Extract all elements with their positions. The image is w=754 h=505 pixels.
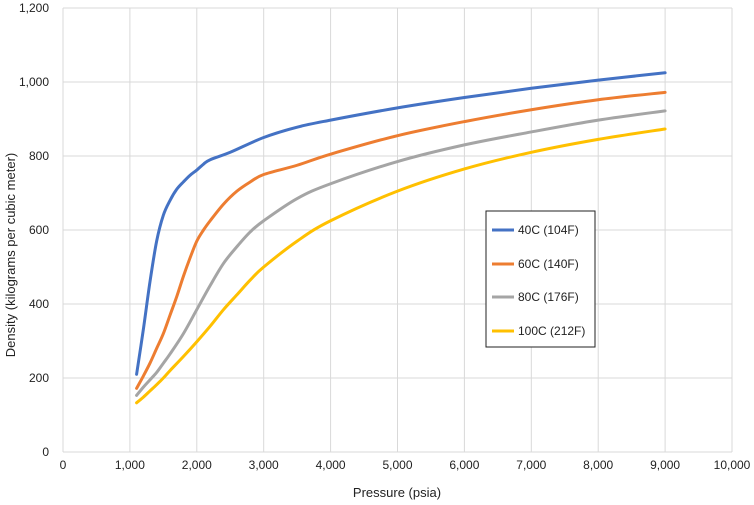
x-tick-label: 5,000 [382,458,412,472]
y-tick-label: 600 [29,223,49,237]
tick-labels: 0 1,000 2,000 3,000 4,000 5,000 6,000 7,000 8,00… [19,1,751,472]
series-lines [135,71,667,405]
series-line-40c [135,71,667,376]
series-line-100c [135,127,667,405]
x-tick-label: 6,000 [449,458,479,472]
y-tick-label: 800 [29,149,49,163]
y-axis-title: Density (kilograms per cubic meter) [3,153,18,357]
series-line-80c [135,109,667,397]
series-line-60c [135,90,667,390]
y-tick-label: 200 [29,371,49,385]
gridlines [62,7,733,453]
legend-label-40c: 40C (104F) [518,223,579,237]
x-tick-label: 9,000 [650,458,680,472]
x-axis-title: Pressure (psia) [353,485,441,500]
x-tick-label: 2,000 [182,458,212,472]
x-tick-label: 3,000 [249,458,279,472]
legend-label-100c: 100C (212F) [518,324,585,338]
y-tick-label: 1,200 [19,1,49,15]
legend-label-60c: 60C (140F) [518,257,579,271]
y-tick-label: 0 [42,445,49,459]
legend: 40C (104F) 60C (140F) 80C (176F) 100C (2… [485,210,596,348]
x-tick-label: 4,000 [316,458,346,472]
legend-label-80c: 80C (176F) [518,290,579,304]
legend-box [485,210,596,348]
x-tick-label: 1,000 [115,458,145,472]
y-tick-label: 1,000 [19,75,49,89]
y-tick-label: 400 [29,297,49,311]
x-tick-label: 8,000 [583,458,613,472]
x-tick-label: 7,000 [516,458,546,472]
x-tick-label: 0 [60,458,67,472]
x-tick-label: 10,000 [714,458,751,472]
